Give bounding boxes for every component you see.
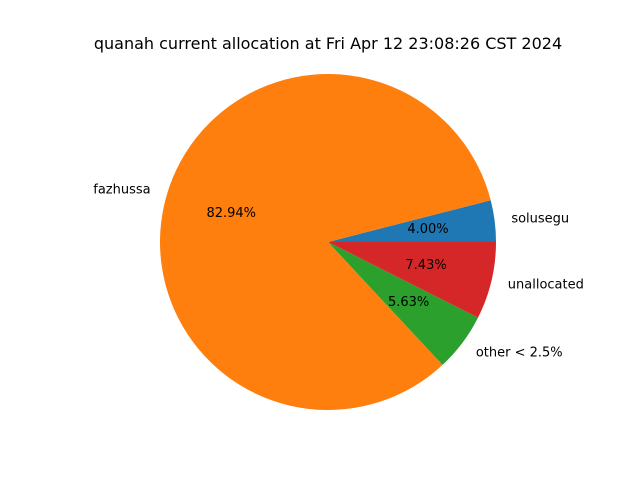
pie-slice-other-2-5: [328, 242, 479, 365]
pie-slice-solusegu: [328, 200, 497, 242]
pie-slice-label-solusegu: solusegu: [511, 211, 569, 226]
chart-title: quanah current allocation at Fri Apr 12 …: [94, 34, 562, 53]
pie-labels: 4.00% solusegu 82.94% fazhussa 5.63% other < …: [93, 183, 584, 361]
pie-slice-unallocated: [328, 242, 496, 318]
pie-slice-percent-unallocated: 7.43%: [405, 258, 446, 273]
pie-slice-percent-fazhussa: 82.94%: [206, 206, 256, 221]
pie-slice-label-fazhussa: fazhussa: [93, 183, 150, 198]
pie-slice-label-other-2-5: other < 2.5%: [476, 345, 563, 360]
pie-slice-percent-other-2-5: 5.63%: [388, 295, 429, 310]
pie-slice-percent-solusegu: 4.00%: [407, 222, 448, 237]
pie-slice-fazhussa: [159, 73, 491, 410]
pie-slices: [159, 73, 497, 410]
pie-slice-label-unallocated: unallocated: [508, 277, 584, 292]
